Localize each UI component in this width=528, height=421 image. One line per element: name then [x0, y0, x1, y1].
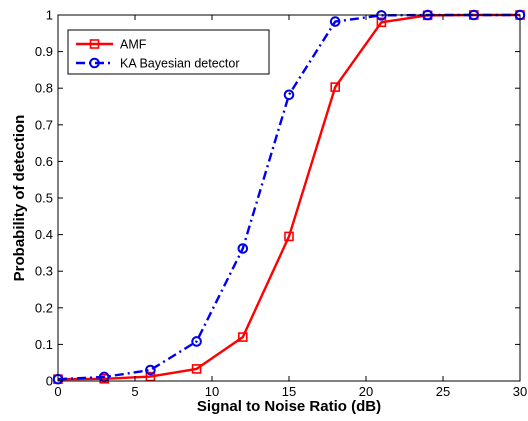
data-point-square	[330, 82, 341, 92]
y-axis-title: Probability of detection	[11, 115, 28, 282]
legend-label: KA Bayesian detector	[120, 57, 240, 71]
y-tick-label: 0.7	[35, 117, 53, 132]
x-tick-label: 25	[436, 384, 450, 399]
data-point-circle	[237, 243, 249, 254]
data-point-square	[376, 17, 387, 28]
x-tick-label: 30	[513, 384, 527, 399]
x-axis-title: Signal to Noise Ratio (dB)	[197, 398, 381, 415]
plot-background	[58, 15, 520, 381]
data-point-circle	[191, 336, 202, 347]
legend-entries: AMF KA Bayesian detector	[76, 38, 240, 71]
y-tick-label: 0.1	[35, 337, 53, 352]
legend-box	[67, 29, 270, 75]
legend-entry: AMF	[76, 38, 147, 52]
y-tick-label: 0.9	[35, 44, 53, 59]
x-tick-label: 5	[131, 384, 138, 399]
y-tick-label: 0.2	[35, 300, 53, 315]
y-tick-label: 0.3	[35, 264, 53, 279]
data-point-square	[284, 231, 294, 242]
tick-labels-layer: 0 5 10 15 20 25 30 0 0.1 0.2 0.3 0.4 0.5 0.6 0.7 0.8 0.9…	[35, 8, 527, 400]
data-point-circle	[145, 364, 156, 376]
y-tick-label: 1	[46, 8, 53, 23]
y-tick-label: 0	[46, 374, 53, 389]
y-tick-label: 0.8	[35, 81, 53, 96]
legend: AMF KA Bayesian detector	[67, 29, 270, 75]
x-tick-label: 0	[54, 384, 61, 399]
data-point-circle	[283, 89, 295, 101]
y-tick-label: 0.4	[35, 227, 53, 242]
legend-label: AMF	[120, 38, 147, 52]
ticks-layer	[57, 14, 521, 382]
x-tick-label: 15	[282, 384, 296, 399]
data-point-square	[238, 332, 248, 342]
series-line	[57, 13, 520, 381]
data-point-square	[191, 364, 202, 374]
legend-marker-square	[89, 39, 100, 49]
x-tick-label: 10	[205, 384, 219, 399]
legend-marker-circle	[89, 57, 100, 69]
y-tick-label: 0.6	[35, 154, 53, 169]
x-tick-label: 20	[359, 384, 373, 399]
y-tick-label: 0.5	[35, 191, 53, 206]
legend-entry: KA Bayesian detector	[76, 57, 240, 71]
data-point-circle	[329, 16, 341, 27]
